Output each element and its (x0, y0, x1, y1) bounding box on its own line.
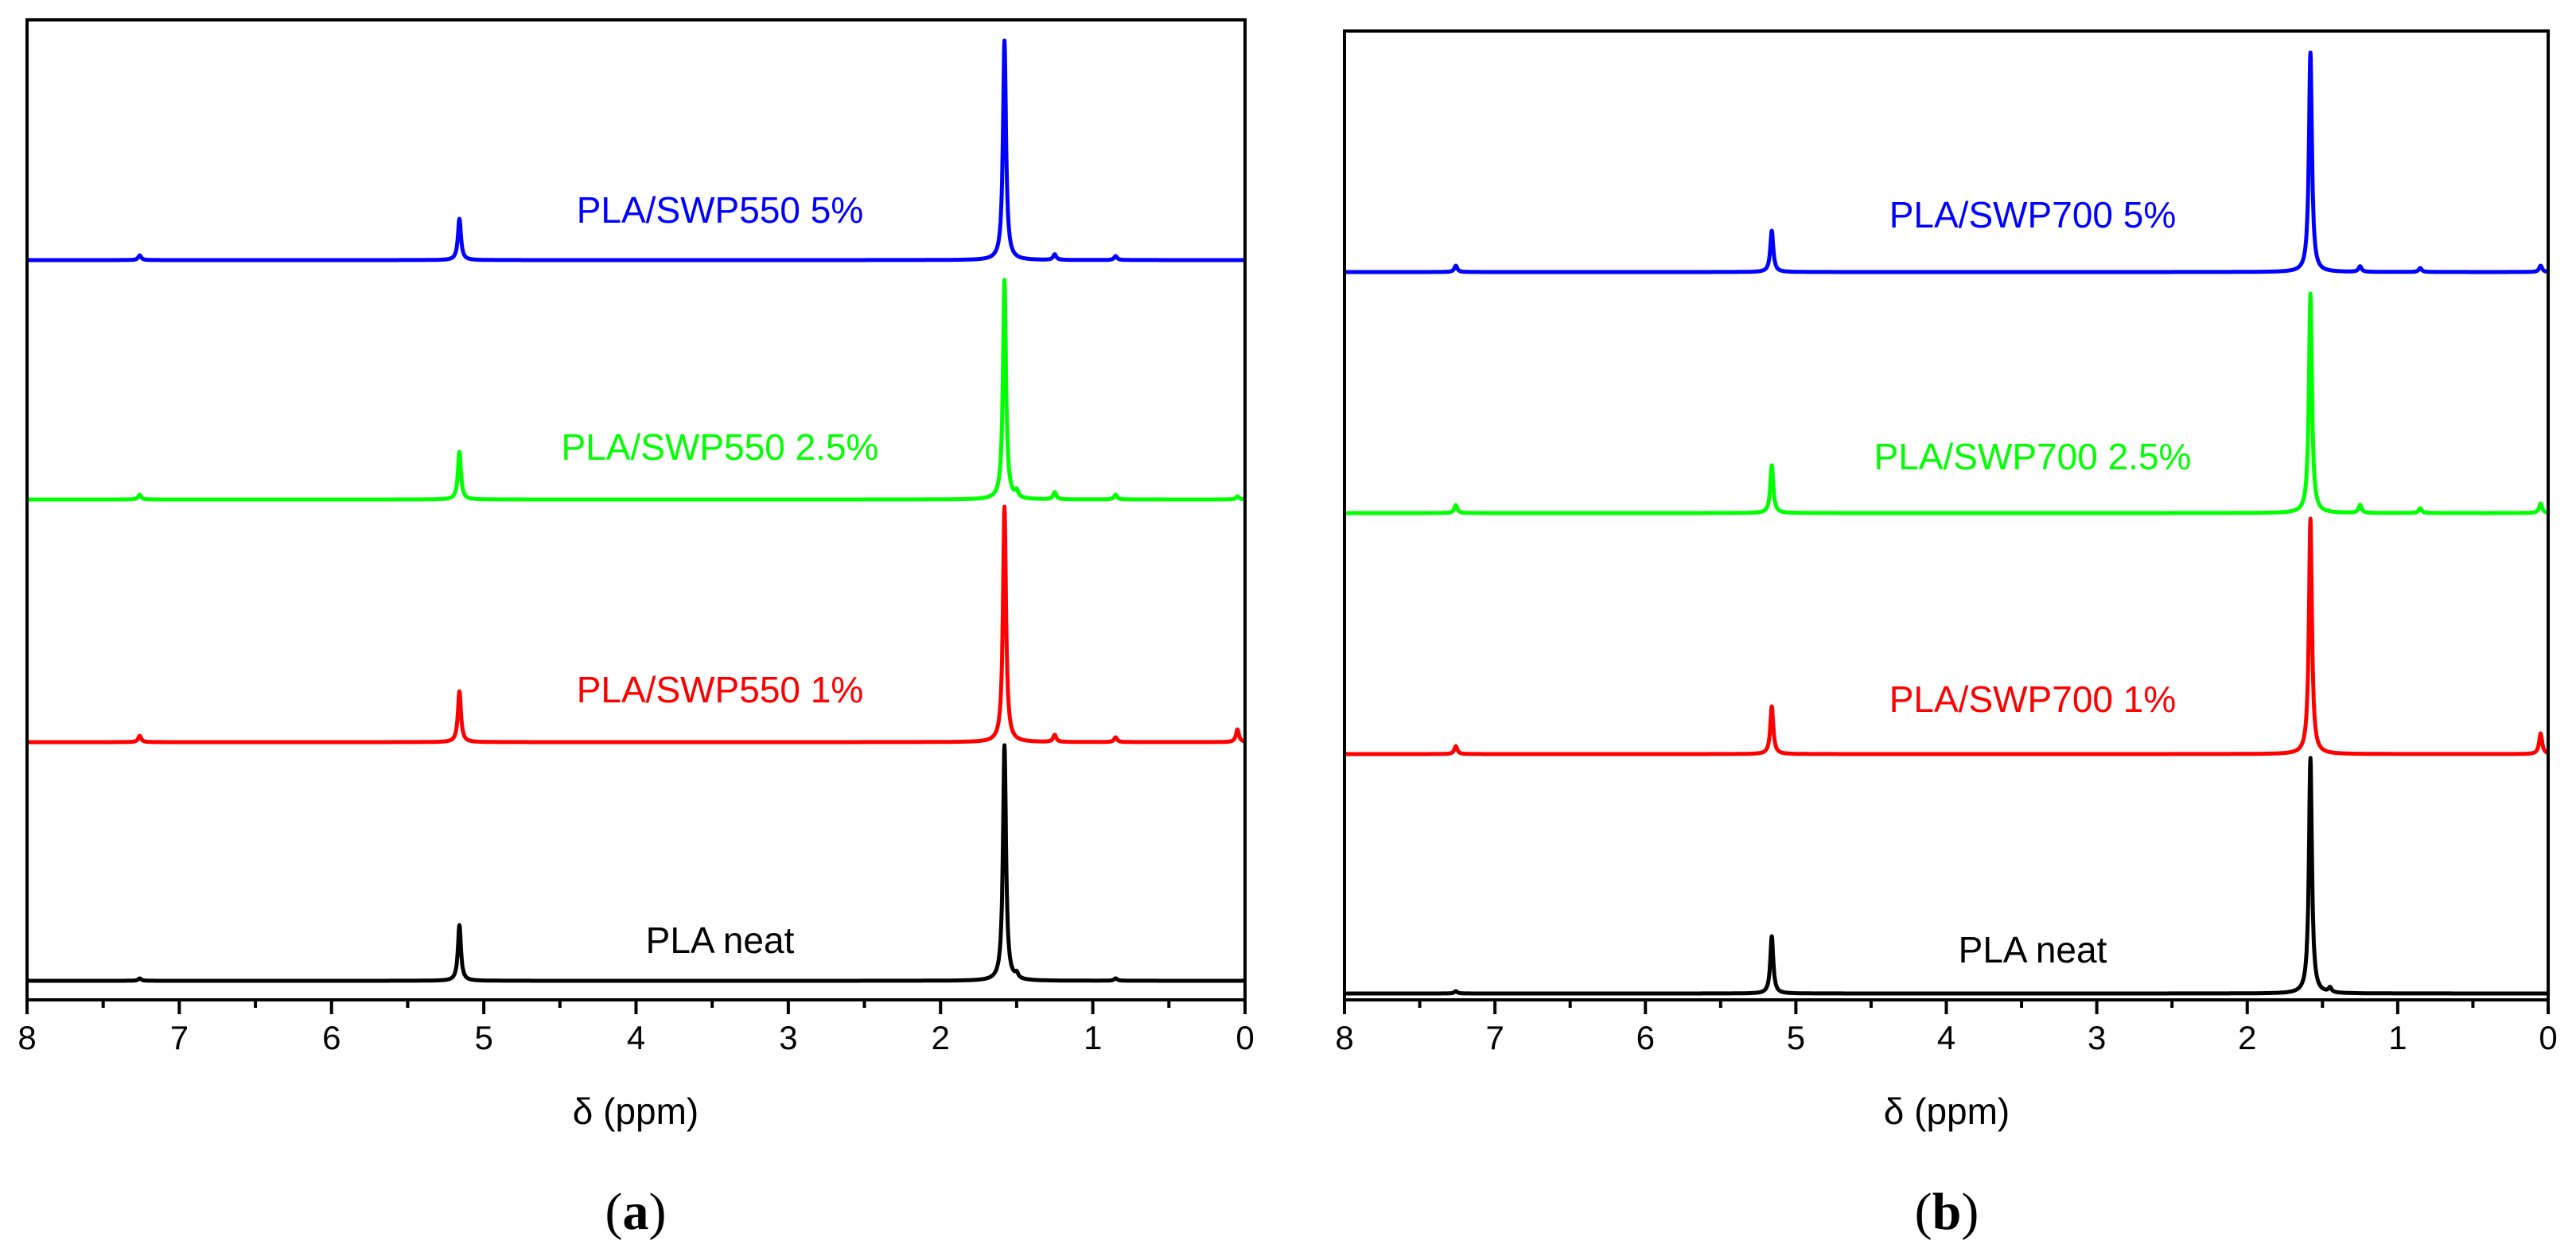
plot-frame (25, 18, 1247, 1001)
panel-caption: (b) (1915, 1183, 1979, 1241)
series-line-pla-swp550-2-5- (27, 278, 1245, 502)
plot-frame (1343, 29, 2550, 1001)
series-line-pla-swp700-2-5- (1344, 291, 2548, 515)
x-tick-label: 2 (932, 1019, 950, 1056)
x-tick-label: 4 (1937, 1019, 1955, 1056)
x-tick-label: 3 (2088, 1019, 2106, 1056)
x-tick-label: 4 (627, 1019, 645, 1056)
series-label: PLA neat (646, 920, 795, 961)
series-line-pla-neat (27, 743, 1245, 983)
series-line-pla-swp550-1- (27, 504, 1245, 745)
series-label: PLA/SWP700 1% (1889, 679, 2177, 720)
x-tick-label: 7 (1485, 1019, 1504, 1056)
x-tick-label: 1 (2388, 1019, 2407, 1056)
x-axis-label: δ (ppm) (1884, 1091, 2010, 1132)
series-line-pla-swp700-1- (1344, 516, 2548, 756)
series-label: PLA/SWP550 5% (577, 189, 864, 231)
series-label: PLA/SWP550 1% (577, 669, 864, 710)
panel-b: PLA/SWP700 5% PLA/SWP700 2.5% PLA/SWP700 1… (1335, 29, 2558, 1241)
panel-a: PLA/SWP550 5% PLA/SWP550 2.5% PLA/SWP550 1… (18, 18, 1255, 1241)
series-label: PLA neat (1959, 929, 2107, 970)
series-label: PLA/SWP700 2.5% (1874, 436, 2192, 477)
x-tick-label: 2 (2238, 1019, 2256, 1056)
x-tick-label: 5 (1787, 1019, 1805, 1056)
x-tick-label: 1 (1084, 1019, 1102, 1056)
x-tick-label: 6 (322, 1019, 340, 1056)
series-label: PLA/SWP700 5% (1889, 194, 2177, 235)
x-axis-label: δ (ppm) (573, 1091, 699, 1132)
x-tick-label: 8 (1335, 1019, 1353, 1056)
x-tick-label: 7 (170, 1019, 189, 1056)
x-tick-label: 3 (779, 1019, 797, 1056)
series-line-pla-swp550-5- (27, 38, 1245, 262)
x-tick-label: 0 (2539, 1019, 2557, 1056)
series-label: PLA/SWP550 2.5% (562, 426, 879, 468)
panel-caption: (a) (605, 1183, 667, 1241)
series-line-pla-swp700-5- (1344, 50, 2548, 274)
x-tick-label: 0 (1235, 1019, 1254, 1056)
x-tick-label: 8 (18, 1019, 36, 1056)
series-line-pla-neat (1344, 756, 2548, 996)
x-tick-label: 6 (1636, 1019, 1655, 1056)
x-tick-label: 5 (474, 1019, 492, 1056)
